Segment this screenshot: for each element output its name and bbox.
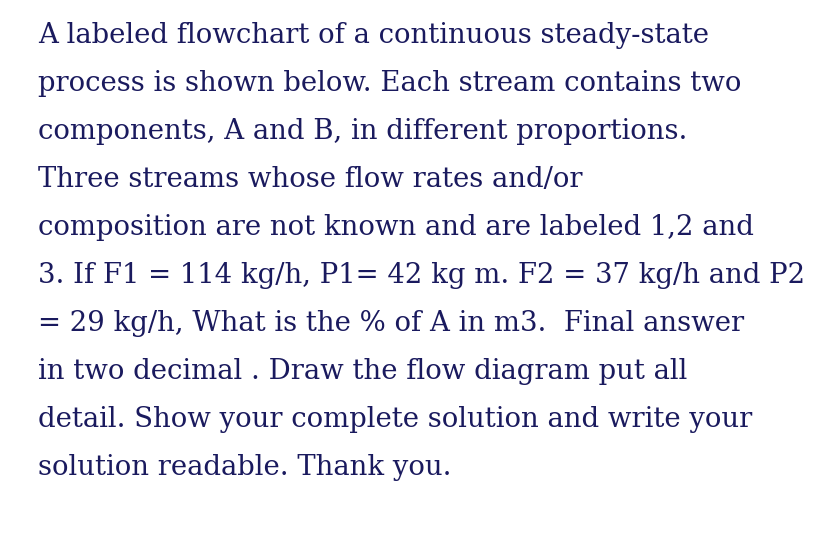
Text: Three streams whose flow rates and/or: Three streams whose flow rates and/or	[38, 166, 582, 193]
Text: components, A and B, in different proportions.: components, A and B, in different propor…	[38, 118, 687, 145]
Text: = 29 kg/h, What is the % of A in m3.  Final answer: = 29 kg/h, What is the % of A in m3. Fin…	[38, 310, 744, 337]
Text: 3. If F1 = 114 kg/h, P1= 42 kg m. F2 = 37 kg/h and P2: 3. If F1 = 114 kg/h, P1= 42 kg m. F2 = 3…	[38, 262, 805, 289]
Text: A labeled flowchart of a continuous steady-state: A labeled flowchart of a continuous stea…	[38, 22, 709, 49]
Text: detail. Show your complete solution and write your: detail. Show your complete solution and …	[38, 406, 753, 433]
Text: process is shown below. Each stream contains two: process is shown below. Each stream cont…	[38, 70, 741, 97]
Text: composition are not known and are labeled 1,2 and: composition are not known and are labele…	[38, 214, 754, 241]
Text: in two decimal . Draw the flow diagram put all: in two decimal . Draw the flow diagram p…	[38, 358, 687, 385]
Text: solution readable. Thank you.: solution readable. Thank you.	[38, 454, 452, 481]
